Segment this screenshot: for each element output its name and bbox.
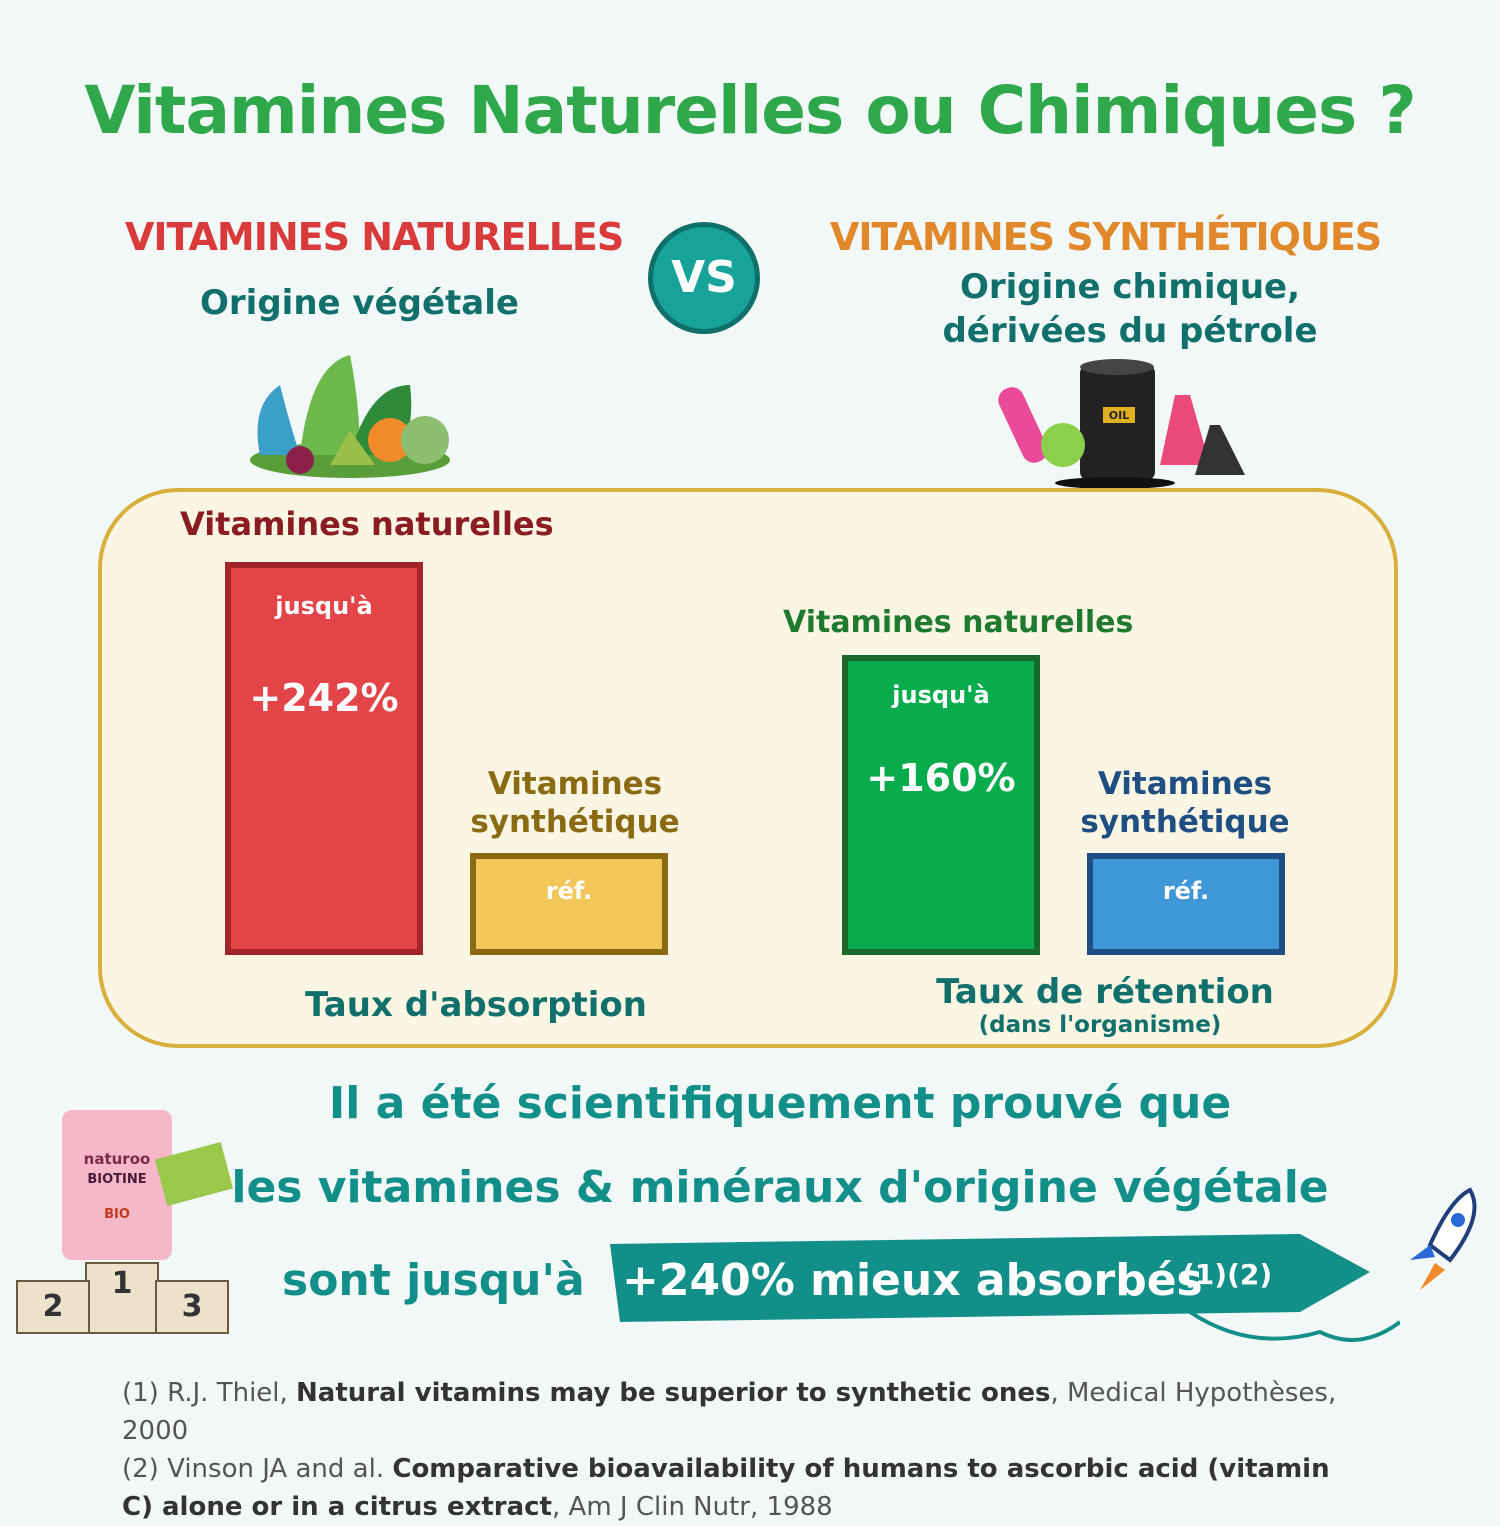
bar-prefix: jusqu'à bbox=[892, 681, 990, 709]
bar-value: +160% bbox=[866, 756, 1016, 800]
natural-label: Vitamines naturelles bbox=[180, 505, 554, 543]
ref-number: (1) bbox=[122, 1378, 159, 1408]
left-subtitle: Origine végétale bbox=[200, 283, 519, 323]
ref-author: Vinson JA and al. bbox=[167, 1454, 385, 1484]
claim-line: Il a été scientifiquement prouvé que bbox=[328, 1078, 1232, 1129]
left-heading: VITAMINES NATURELLES bbox=[125, 215, 624, 259]
ref-number: (2) bbox=[122, 1454, 159, 1484]
synthetic-label: Vitamines synthétique bbox=[440, 765, 710, 841]
podium-place: 3 bbox=[181, 1289, 203, 1324]
natural-label: Vitamines naturelles bbox=[783, 605, 1134, 640]
plants-illustration bbox=[250, 355, 450, 478]
rocket-icon bbox=[1410, 1187, 1477, 1290]
podium-step: 2 bbox=[16, 1280, 90, 1334]
ref-title: Natural vitamins may be superior to synt… bbox=[296, 1378, 1051, 1408]
vs-badge: VS bbox=[648, 222, 760, 334]
podium-place: 2 bbox=[42, 1289, 64, 1324]
claim-refs: (1)(2) bbox=[1182, 1258, 1273, 1291]
claim-line: les vitamines & minéraux d'origine végét… bbox=[231, 1162, 1329, 1213]
barrel-label: OIL bbox=[1109, 409, 1129, 422]
brush-highlight bbox=[610, 1234, 1400, 1342]
claim-lead: sont jusqu'à bbox=[282, 1255, 585, 1306]
title: Vitamines Naturelles ou Chimiques ? bbox=[84, 72, 1416, 149]
references: (1) R.J. Thiel, Natural vitamins may be … bbox=[122, 1374, 1362, 1526]
product-pack: naturoo BIOTINE BIO bbox=[62, 1110, 172, 1260]
product-bio: BIO bbox=[104, 1207, 130, 1222]
product-brand: naturoo bbox=[83, 1150, 151, 1168]
right-subtitle: Origine chimique, dérivées du pétrole bbox=[900, 265, 1360, 353]
synthetic-label-line: Vitamines bbox=[487, 766, 663, 802]
vs-text: VS bbox=[671, 252, 737, 303]
bar-prefix: jusqu'à bbox=[275, 592, 373, 620]
natural-bar: jusqu'à +242% bbox=[225, 562, 423, 955]
podium-step: 1 bbox=[85, 1262, 159, 1334]
synthetic-bar: réf. bbox=[1087, 853, 1285, 955]
bar-value: réf. bbox=[545, 877, 593, 905]
synthetic-bar: réf. bbox=[470, 853, 668, 955]
synthetic-label: Vitamines synthétique bbox=[1050, 765, 1320, 841]
synthetic-label-line: synthétique bbox=[1080, 804, 1290, 840]
chemistry-illustration: OIL bbox=[998, 359, 1245, 489]
bar-value: réf. bbox=[1162, 877, 1210, 905]
panel-caption: Taux de rétention bbox=[936, 972, 1274, 1012]
right-subtitle-line: Origine chimique, bbox=[959, 267, 1301, 307]
natural-bar: jusqu'à +160% bbox=[842, 655, 1040, 955]
claim-highlight: +240% mieux absorbés bbox=[622, 1255, 1203, 1306]
right-subtitle-line: dérivées du pétrole bbox=[942, 311, 1318, 351]
ref-author: R.J. Thiel, bbox=[167, 1378, 288, 1408]
product-name: BIOTINE bbox=[87, 1172, 147, 1187]
podium-place: 1 bbox=[111, 1266, 133, 1301]
panel-note: (dans l'organisme) bbox=[978, 1012, 1222, 1038]
synthetic-label-line: synthétique bbox=[470, 804, 680, 840]
reference: (1) R.J. Thiel, Natural vitamins may be … bbox=[122, 1374, 1362, 1450]
right-heading: VITAMINES SYNTHÉTIQUES bbox=[830, 215, 1382, 259]
ref-source: , Medical Hypothèses, 2000 bbox=[122, 1378, 1337, 1446]
podium-step: 3 bbox=[155, 1280, 229, 1334]
bar-value: +242% bbox=[249, 676, 399, 720]
reference: (2) Vinson JA and al. Comparative bioava… bbox=[122, 1450, 1362, 1526]
panel-caption: Taux d'absorption bbox=[305, 985, 647, 1025]
synthetic-label-line: Vitamines bbox=[1097, 766, 1273, 802]
ref-source: , Am J Clin Nutr, 1988 bbox=[552, 1492, 833, 1522]
